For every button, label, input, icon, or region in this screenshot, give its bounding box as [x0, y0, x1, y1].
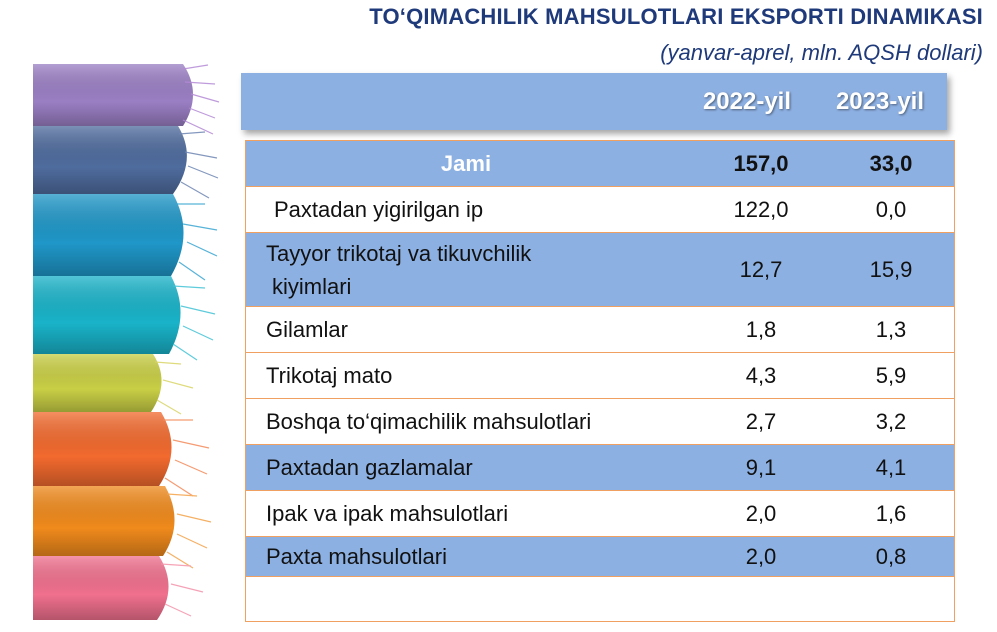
row-value-2023: 1,6: [875, 500, 907, 526]
row-value-2023: 33,0: [869, 150, 913, 176]
row-value-2023: 5,9: [875, 362, 907, 388]
table-row: Paxtadan gazlamalar 9,1 4,1: [246, 445, 954, 491]
fabric-layers: [33, 64, 193, 620]
row-label: Ipak va ipak mahsulotlari: [266, 500, 509, 526]
fabric-stack-image: [33, 64, 228, 620]
table-row: Trikotaj mato 4,3 5,9: [246, 353, 954, 399]
row-value-2022: 1,8: [745, 316, 777, 342]
row-value-2022: 12,7: [739, 256, 783, 282]
table-header-bar: [241, 73, 947, 130]
row-value-2022: 122,0: [733, 196, 789, 222]
row-value-2022: 4,3: [745, 362, 777, 388]
row-label: Tayyor trikotaj va tikuvchilik kiyimlari: [266, 233, 696, 306]
row-value-2023: 0,0: [875, 196, 907, 222]
row-value-2023: 15,9: [869, 256, 913, 282]
row-label-line2: kiyimlari: [272, 273, 352, 299]
row-value-2023: 3,2: [875, 408, 907, 434]
row-value-2022: 2,0: [745, 543, 777, 569]
column-header-2022: 2022-yil: [702, 88, 792, 115]
fabric-fringe: [154, 64, 220, 617]
row-value-2022: 9,1: [745, 454, 777, 480]
row-value-2023: 4,1: [875, 454, 907, 480]
page-subtitle: (yanvar-aprel, mln. AQSH dollari): [660, 40, 983, 65]
row-label: Trikotaj mato: [266, 362, 393, 388]
row-label: Gilamlar: [266, 316, 348, 342]
column-header-2023: 2023-yil: [835, 88, 925, 115]
table-row: Tayyor trikotaj va tikuvchilik kiyimlari…: [246, 233, 954, 307]
table-row-total: Jami 157,0 33,0: [246, 141, 954, 187]
row-label: Paxtadan gazlamalar: [266, 454, 473, 480]
row-label: Paxtadan yigirilgan ip: [274, 196, 484, 222]
table-row: Gilamlar 1,8 1,3: [246, 307, 954, 353]
export-table: Jami 157,0 33,0 Paxtadan yigirilgan ip 1…: [245, 140, 955, 622]
table-row: Paxtadan yigirilgan ip 122,0 0,0: [246, 187, 954, 233]
table-row: Ipak va ipak mahsulotlari 2,0 1,6: [246, 491, 954, 537]
table-row: Paxta mahsulotlari 2,0 0,8: [246, 537, 954, 577]
table-row: Boshqa to‘qimachilik mahsulotlari 2,7 3,…: [246, 399, 954, 445]
row-label: Jami: [440, 150, 492, 176]
row-value-2022: 2,7: [745, 408, 777, 434]
page-title: TO‘QIMACHILIK MAHSULOTLARI EKSPORTI DINA…: [369, 4, 983, 29]
row-label: Boshqa to‘qimachilik mahsulotlari: [266, 408, 592, 434]
row-value-2023: 1,3: [875, 316, 907, 342]
row-label-line1: Tayyor trikotaj va tikuvchilik: [266, 240, 532, 266]
row-value-2022: 2,0: [745, 500, 777, 526]
row-label: Paxta mahsulotlari: [266, 543, 447, 569]
row-value-2023: 0,8: [875, 543, 907, 569]
row-value-2022: 157,0: [733, 150, 789, 176]
